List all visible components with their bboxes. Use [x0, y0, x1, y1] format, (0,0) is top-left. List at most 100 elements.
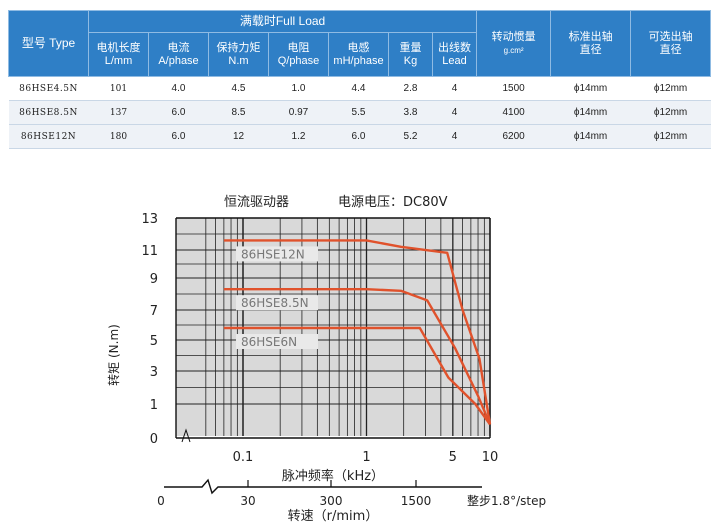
column-name: 电阻: [287, 41, 310, 54]
cell-resistance: 1.0: [268, 76, 329, 101]
axis-break-mark: [181, 428, 191, 443]
column-name: 电流: [167, 41, 190, 54]
y-tick-label: 9: [150, 272, 158, 287]
cell-current: 6.0: [148, 100, 209, 125]
column-name: 电机长度: [96, 41, 141, 54]
inertia-header-text: 转动惯量: [491, 30, 536, 43]
table-row: 86HSE4.5N 101 4.0 4.5 1.0 4.4 2.8 4 1500…: [8, 76, 711, 101]
column-header: 电阻 Q/phase: [268, 32, 329, 77]
series-label-background: [236, 295, 318, 311]
speed-tick-label: 1500: [401, 494, 432, 508]
column-header: 电机长度 L/mm: [88, 32, 149, 77]
inertia-unit: g.cm²: [503, 45, 524, 55]
speed-axis: 0 30 300 1500: [157, 478, 482, 508]
cell-torque: 4.5: [208, 76, 269, 101]
column-name: 重量: [399, 41, 422, 54]
chart-title-voltage: 电源电压：DC80V: [338, 195, 448, 210]
cell-std-shaft: ϕ14mm: [550, 124, 631, 149]
cell-inductance: 4.4: [328, 76, 389, 101]
step-angle-note: 整步1.8°/step: [467, 493, 546, 508]
cell-inertia: 1500: [476, 76, 551, 101]
cell-current: 6.0: [148, 124, 209, 149]
table-row: 86HSE12N 180 6.0 12 1.2 6.0 5.2 4 6200 ϕ…: [8, 124, 711, 149]
x-tick-label: 1: [362, 450, 370, 465]
column-name: 保持力矩: [216, 41, 261, 54]
cell-model: 86HSE8.5N: [8, 100, 89, 125]
column-header: 重量 Kg: [388, 32, 433, 77]
cell-length: 180: [88, 124, 149, 149]
x2-axis-label: 转速（r/mim）: [288, 509, 379, 523]
opt-shaft-header-line2: 直径: [659, 43, 682, 56]
cell-std-shaft: ϕ14mm: [550, 76, 631, 101]
std-shaft-header-line2: 直径: [579, 43, 602, 56]
series-label: 86HSE6N: [241, 335, 297, 349]
cell-inductance: 6.0: [328, 124, 389, 149]
opt-shaft-header-line1: 可选出轴: [648, 30, 693, 43]
cell-length: 101: [88, 76, 149, 101]
cell-resistance: 1.2: [268, 124, 329, 149]
speed-tick-label: 300: [320, 494, 343, 508]
cell-leads: 4: [432, 100, 477, 125]
cell-inertia: 6200: [476, 124, 551, 149]
cell-inductance: 5.5: [328, 100, 389, 125]
column-unit: mH/phase: [333, 54, 384, 67]
cell-current: 4.0: [148, 76, 209, 101]
column-unit: Lead: [442, 54, 467, 67]
cell-torque: 12: [208, 124, 269, 149]
series-line-86hse12n: [223, 239, 492, 425]
spec-table: 型号 Type 满载时Full Load 转动惯量 g.cm² 标准出轴 直径 …: [8, 10, 712, 149]
series-label-background: [236, 246, 318, 262]
cell-resistance: 0.97: [268, 100, 329, 125]
torque-frequency-chart: 恒流驱动器 电源电压：DC80V 86HSE12N 86HSE8.5N 86HSE6…: [106, 195, 546, 523]
column-header: 电感 mH/phase: [328, 32, 389, 77]
cell-model: 86HSE4.5N: [8, 76, 89, 101]
y-tick-label: 7: [150, 304, 158, 319]
y-tick-label: 5: [150, 334, 158, 349]
column-unit: Kg: [403, 54, 418, 67]
cell-opt-shaft: ϕ12mm: [630, 124, 711, 149]
speed-tick-label: 30: [240, 494, 255, 508]
column-unit: Q/phase: [277, 54, 320, 67]
x-ticks: 0.1 1 5 10: [233, 450, 499, 465]
cell-weight: 5.2: [388, 124, 433, 149]
cell-std-shaft: ϕ14mm: [550, 100, 631, 125]
cell-torque: 8.5: [208, 100, 269, 125]
series-label-background: [236, 334, 318, 349]
y-tick-label: 3: [150, 365, 158, 380]
column-unit: L/mm: [104, 54, 133, 67]
chart-title-driver: 恒流驱动器: [224, 195, 289, 210]
series-group: [223, 239, 492, 426]
x-tick-label: 5: [449, 450, 457, 465]
column-header: 电流 A/phase: [148, 32, 209, 77]
cell-length: 137: [88, 100, 149, 125]
x-axis-label: 脉冲频率（kHz）: [282, 468, 384, 484]
column-unit: A/phase: [158, 54, 199, 67]
cell-weight: 2.8: [388, 76, 433, 101]
y-tick-label: 13: [141, 212, 158, 227]
speed-axis-line: [164, 478, 482, 495]
cell-model: 86HSE12N: [8, 124, 89, 149]
cell-opt-shaft: ϕ12mm: [630, 76, 711, 101]
y-tick-label: 1: [150, 398, 158, 413]
speed-tick-label: 0: [157, 494, 165, 508]
y-axis-label: 转矩 (N.m): [106, 324, 121, 386]
x-tick-label: 0.1: [233, 450, 254, 465]
axes: [175, 217, 491, 443]
column-name: 出线数: [438, 41, 472, 54]
cell-leads: 4: [432, 124, 477, 149]
cell-inertia: 4100: [476, 100, 551, 125]
column-name: 电感: [347, 41, 370, 54]
model-header: 型号 Type: [8, 10, 89, 77]
series-label: 86HSE8.5N: [241, 296, 309, 310]
table-row: 86HSE8.5N 137 6.0 8.5 0.97 5.5 3.8 4 410…: [8, 100, 711, 125]
std-shaft-header: 标准出轴 直径: [550, 10, 632, 77]
cell-opt-shaft: ϕ12mm: [630, 100, 711, 125]
series-line-86hse8.5n: [223, 287, 492, 425]
cell-weight: 3.8: [388, 100, 433, 125]
series-label: 86HSE12N: [241, 247, 305, 261]
column-header: 出线数 Lead: [431, 32, 478, 77]
y-tick-label: 0: [150, 432, 158, 447]
full-load-header: 满载时Full Load: [87, 10, 478, 33]
opt-shaft-header: 可选出轴 直径: [630, 10, 712, 77]
